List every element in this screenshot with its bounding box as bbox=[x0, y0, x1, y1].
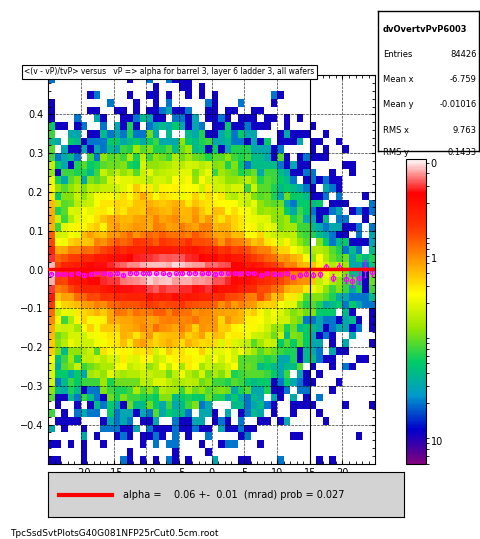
Text: RMS x: RMS x bbox=[382, 126, 408, 135]
Text: Mean y: Mean y bbox=[382, 100, 412, 109]
Text: -6.759: -6.759 bbox=[449, 75, 476, 84]
Text: TpcSsdSvtPlotsG40G081NFP25rCut0.5cm.root: TpcSsdSvtPlotsG40G081NFP25rCut0.5cm.root bbox=[10, 529, 217, 538]
Text: 0.1433: 0.1433 bbox=[446, 148, 476, 157]
Text: 10: 10 bbox=[430, 437, 442, 447]
Text: 1: 1 bbox=[430, 254, 436, 264]
Text: -0.01016: -0.01016 bbox=[438, 100, 476, 109]
Text: 84426: 84426 bbox=[449, 50, 476, 59]
Text: Entries: Entries bbox=[382, 50, 411, 59]
Text: alpha =    0.06 +-  0.01  (mrad) prob = 0.027: alpha = 0.06 +- 0.01 (mrad) prob = 0.027 bbox=[122, 489, 344, 500]
Text: 0: 0 bbox=[430, 160, 436, 169]
Text: dvOvertvPvP6003: dvOvertvPvP6003 bbox=[382, 25, 466, 34]
Text: RMS y: RMS y bbox=[382, 148, 408, 157]
Text: <(v - vP)/tvP> versus   vP => alpha for barrel 3, layer 6 ladder 3, all wafers: <(v - vP)/tvP> versus vP => alpha for ba… bbox=[24, 67, 313, 77]
Text: Mean x: Mean x bbox=[382, 75, 412, 84]
Text: 9.763: 9.763 bbox=[452, 126, 476, 135]
